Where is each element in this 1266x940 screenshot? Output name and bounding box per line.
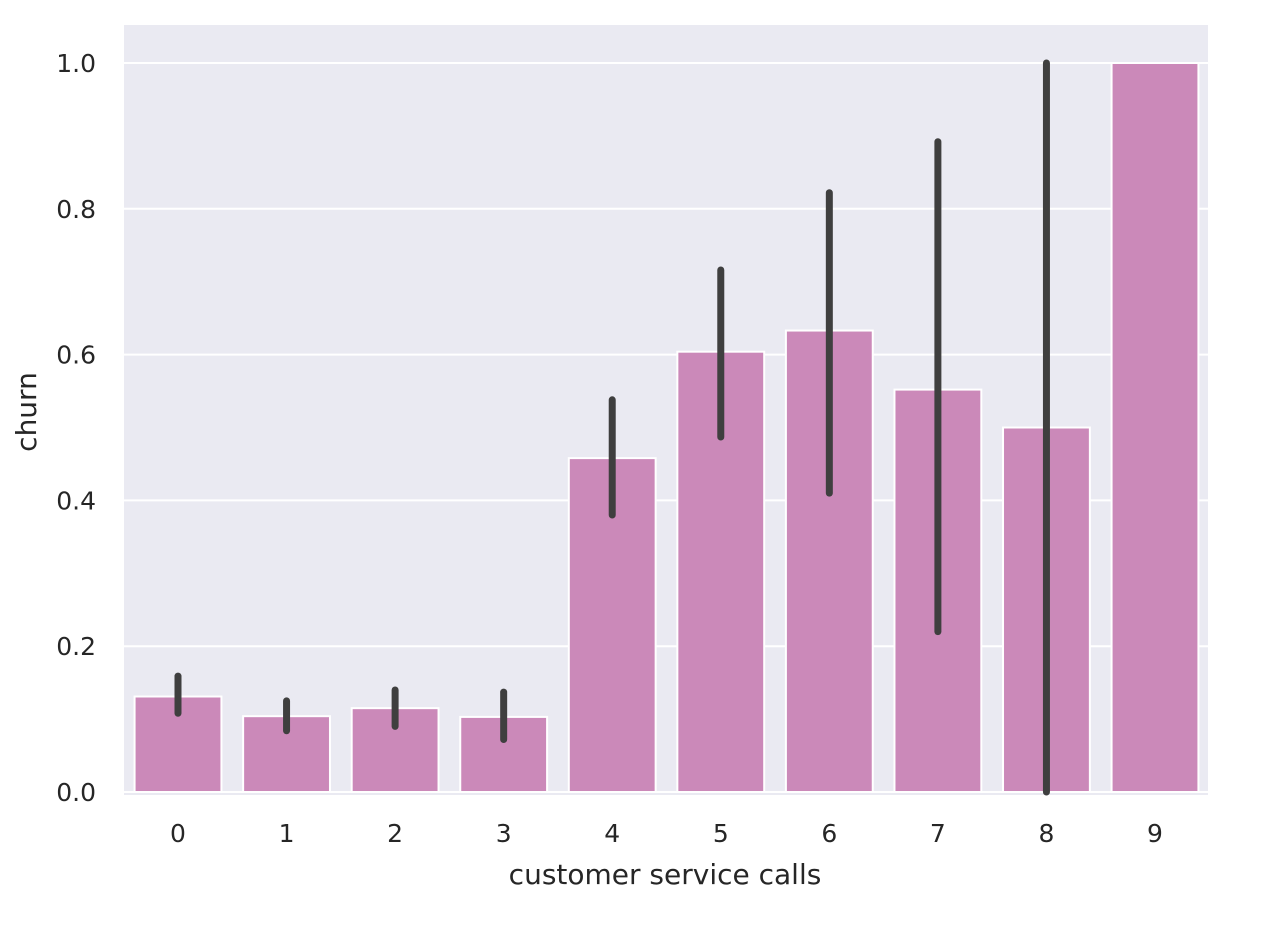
y-tick-label: 0.8 — [56, 195, 96, 224]
x-tick-label: 4 — [604, 819, 620, 848]
y-axis-label: churn — [10, 372, 43, 452]
x-tick-label: 9 — [1147, 819, 1163, 848]
x-axis-label: customer service calls — [509, 858, 822, 891]
error-bars — [174, 59, 1050, 796]
x-tick-label: 1 — [279, 819, 295, 848]
x-tick-label: 3 — [496, 819, 512, 848]
x-tick-label: 8 — [1038, 819, 1054, 848]
y-tick-label: 0.6 — [56, 341, 96, 370]
y-tick-label: 0.4 — [56, 486, 96, 515]
y-tick-label: 0.2 — [56, 632, 96, 661]
x-tick-label: 0 — [170, 819, 186, 848]
y-tick-label: 1.0 — [56, 49, 96, 78]
x-tick-label: 7 — [930, 819, 946, 848]
x-tick-label: 6 — [821, 819, 837, 848]
y-tick-label: 0.0 — [56, 778, 96, 807]
y-tick-labels: 0.0 0.2 0.4 0.6 0.8 1.0 — [56, 49, 96, 807]
bar — [1110, 62, 1200, 793]
x-tick-label: 2 — [387, 819, 403, 848]
x-tick-labels: 0 1 2 3 4 5 6 7 8 9 — [170, 819, 1163, 848]
x-tick-label: 5 — [713, 819, 729, 848]
